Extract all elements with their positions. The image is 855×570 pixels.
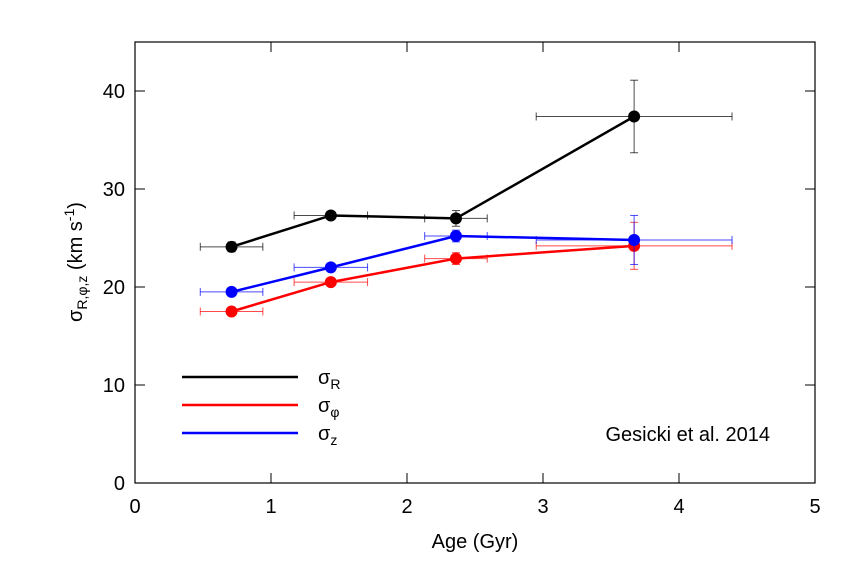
legend-symbol: σ	[318, 395, 331, 417]
y-tick-label: 20	[103, 277, 125, 299]
y-tick-label: 0	[114, 473, 125, 495]
legend-label: σz	[318, 423, 337, 448]
point	[449, 212, 462, 225]
legend-symbol: σ	[318, 367, 331, 389]
y-label-part: )	[65, 202, 87, 209]
annotation: Gesicki et al. 2014	[605, 424, 770, 446]
y-axis-label: σR,φ,z (km s-1)	[61, 202, 90, 322]
legend-subscript: φ	[330, 404, 339, 420]
legend-subscript: z	[330, 432, 337, 448]
y-label-part: (km s	[65, 221, 87, 275]
point	[225, 240, 238, 253]
point	[628, 110, 641, 123]
y-label-part: -1	[61, 209, 77, 222]
point	[324, 209, 337, 222]
y-tick-label: 10	[103, 375, 125, 397]
x-tick-label: 0	[129, 496, 140, 518]
legend-label: σφ	[318, 395, 339, 420]
x-tick-label: 4	[673, 496, 684, 518]
legend-label: σR	[318, 367, 340, 392]
y-tick-label: 40	[103, 81, 125, 103]
point	[449, 230, 462, 243]
x-tick-label: 2	[401, 496, 412, 518]
series-line	[231, 234, 635, 294]
x-tick-label: 5	[809, 496, 820, 518]
y-tick-label: 30	[103, 179, 125, 201]
legend-symbol: σ	[318, 423, 331, 445]
plot-frame	[134, 41, 816, 484]
point	[225, 285, 238, 298]
series-line	[231, 244, 635, 313]
point	[449, 252, 462, 265]
y-label-part: R,φ,z	[74, 276, 90, 310]
x-axis-label: Age (Gyr)	[432, 531, 519, 553]
y-label-part: σ	[65, 309, 87, 322]
point	[324, 261, 337, 274]
series-line	[231, 115, 635, 249]
point	[324, 276, 337, 289]
legend-subscript: R	[330, 376, 340, 392]
x-tick-label: 3	[537, 496, 548, 518]
point	[225, 305, 238, 318]
point	[628, 233, 641, 246]
x-tick-label: 1	[265, 496, 276, 518]
